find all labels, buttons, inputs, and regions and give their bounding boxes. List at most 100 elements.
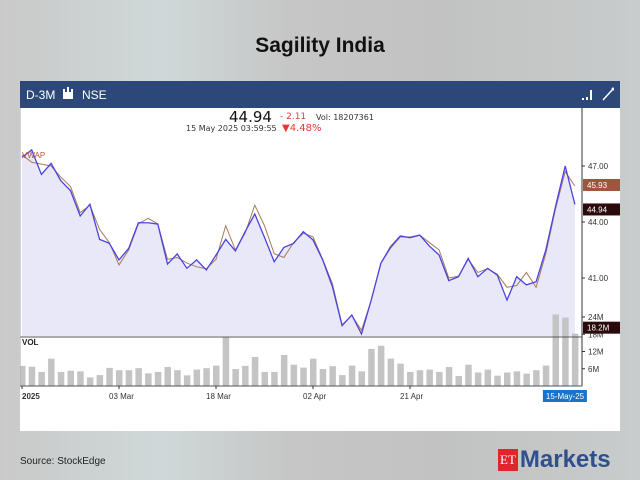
vwap-price-tag-bg [583,178,620,191]
last-date-tag: 15-May-25 [546,392,585,401]
volume-bar [552,314,559,386]
volume-bar [38,371,45,386]
volume-bar [348,365,356,386]
volume-bar [542,365,550,386]
source-caption: Source: StockEdge [20,456,106,467]
volume-bar [397,363,404,386]
volume-bar [116,370,123,386]
line-draw-icon[interactable] [602,87,615,104]
volume-bar [377,345,385,386]
volume-bar [125,370,133,386]
price-tick-label: 44.00 [588,218,609,227]
volume-bar [465,364,472,386]
candlestick-icon[interactable] [62,86,74,103]
volume-bar [426,369,433,386]
bars-icon[interactable] [582,87,594,104]
price-tick-label: 41.00 [588,274,609,283]
volume-bar [96,375,104,386]
last-price-tag: 44.94 [587,205,608,214]
price-change-percent: ▼4.48% [282,123,322,134]
volume-bar [300,367,307,386]
vwap-legend: VWAP [22,151,45,160]
volume-bar [319,369,327,386]
volume-bar [242,365,249,386]
volume-bar [339,375,346,386]
volume-bar [387,358,395,386]
volume-bar [290,364,298,386]
volume-bar [213,365,220,386]
volume-bar [57,371,65,386]
price-area-fill [22,149,575,336]
volume-bar [135,368,142,386]
volume-tick-label: 6M [588,365,599,374]
volume-bar [571,333,579,386]
price-line [21,148,576,336]
volume-bar [494,375,501,386]
quote-datetime: 15 May 2025 03:59:55 [186,124,277,133]
volume-bar [145,373,152,386]
volume-bar [193,369,201,386]
volume-bar [523,373,530,386]
volume-bar [28,366,36,386]
volume-label: VOL [22,338,39,347]
logo-markets: Markets [519,446,611,473]
x-tick-label: 03 Mar [109,392,134,401]
volume-bar [407,371,414,386]
volume-tick-label: 12M [588,348,604,357]
last-date-tag-bg [542,390,587,402]
x-tick-label: 02 Apr [303,392,326,401]
volume-bar [174,370,181,386]
last-price: 44.94 [229,108,272,126]
volume-bar [513,371,521,386]
volume-bar [106,367,113,386]
chart-header: D-3M NSE [20,81,620,108]
volume-bar [562,317,569,386]
volume-bar [436,371,443,386]
exchange-label[interactable]: NSE [82,88,107,102]
price-change: - 2.11 [280,112,307,122]
volume-bar [251,356,259,386]
volume-bar [368,348,375,386]
volume-bar [154,371,162,386]
last-volume-tag-bg [583,321,620,334]
volume-bar [358,371,365,386]
volume-bar [455,375,462,386]
volume-bar [183,375,191,386]
volume-bar [329,366,336,386]
volume-bar [280,354,288,386]
logo-et: ET [498,449,518,471]
volume-bar [261,371,268,386]
volume-bar [86,377,94,386]
chart-panel: D-3M NSE 44.94 - 2.11 Vol: 18207361 15 M… [20,81,620,431]
last-price-tag-bg [583,203,620,216]
volume-bar [474,372,482,386]
volume-bar [48,358,55,386]
page-title: Sagility India [255,34,385,57]
volume-bar [533,370,540,386]
volume-tick-label: 18M [588,330,604,339]
volume-bar [20,365,26,386]
x-tick-label: 18 Mar [206,392,231,401]
volume-bar [164,367,171,386]
volume-bar [504,372,511,386]
volume-readout: Vol: 18207361 [316,113,374,122]
volume-bar [484,369,492,386]
et-markets-logo: ET Markets [498,446,611,474]
volume-bar [445,367,453,386]
x-tick-label: 21 Apr [400,392,423,401]
volume-bar [271,371,278,386]
period-selector[interactable]: D-3M [26,88,56,102]
volume-bar [77,371,84,386]
volume-bar [222,337,230,386]
volume-bar [232,369,239,386]
price-tick-label: 47.00 [588,162,609,171]
volume-bar [416,370,424,386]
x-tick-label: 2025 [22,392,40,401]
vwap-price-tag: 45.93 [587,181,608,190]
price-volume-chart[interactable]: 47.00 44.00 41.00 24M 18M 12M 6M 2025 03 Mar 18 M… [20,108,620,431]
last-volume-tag: 18.2M [587,324,610,333]
volume-bar [203,368,210,386]
volume-tick-label: 24M [588,313,604,322]
volume-bar [310,358,317,386]
volume-bar [67,370,74,386]
